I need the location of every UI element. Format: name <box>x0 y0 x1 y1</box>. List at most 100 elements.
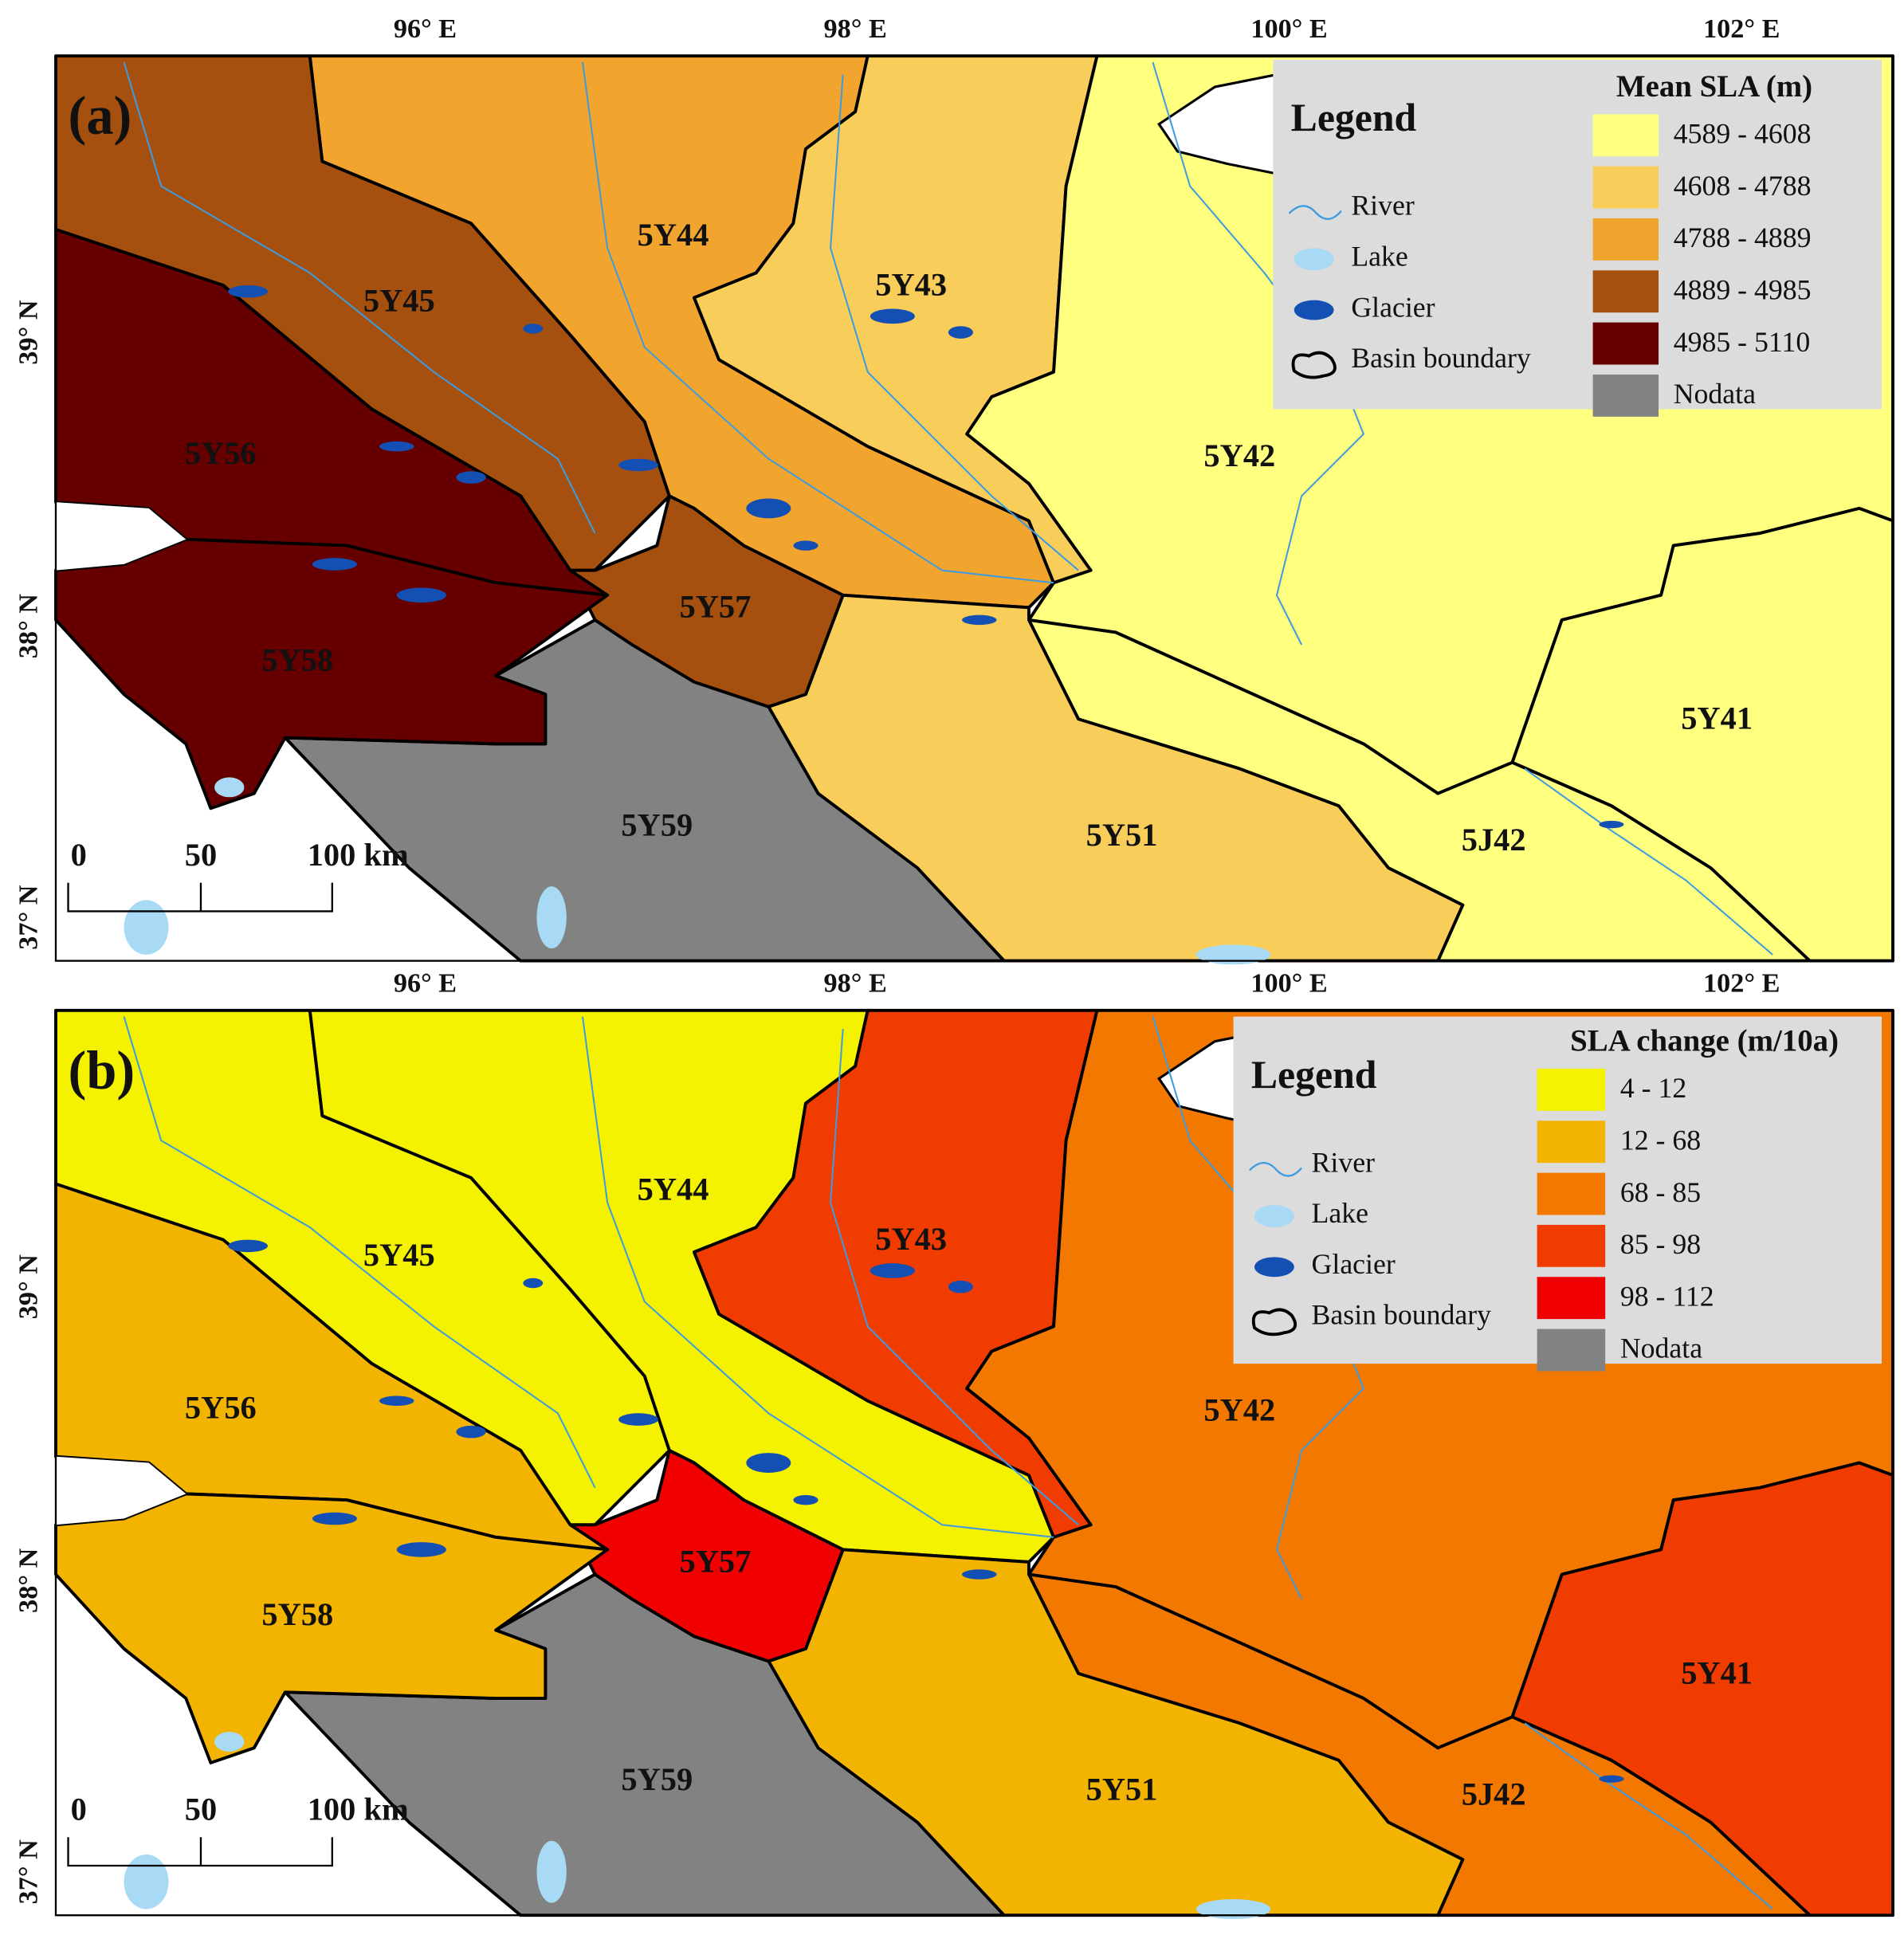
class-label: 68 - 85 <box>1620 1176 1701 1208</box>
basin-label: 5Y41 <box>1681 701 1753 736</box>
class-swatch <box>1592 270 1659 313</box>
latitude-label: 38° N <box>14 1548 44 1612</box>
latitude-label: 37° N <box>14 1839 44 1904</box>
lake <box>55 1456 186 1525</box>
legend-lake-symbol <box>1294 248 1334 271</box>
legend-box <box>1273 59 1882 410</box>
legend-item: River <box>1312 1146 1376 1178</box>
lake <box>214 1732 245 1752</box>
class-label: 4589 - 4608 <box>1674 118 1812 150</box>
legend-item: Lake <box>1312 1197 1368 1229</box>
glacier <box>746 498 791 519</box>
class-label: 85 - 98 <box>1620 1228 1701 1260</box>
glacier <box>228 1239 268 1253</box>
glacier <box>870 308 915 324</box>
panel-frame <box>54 1009 1894 1917</box>
glacier <box>870 1263 915 1278</box>
lake <box>55 502 186 571</box>
legend-river-symbol <box>1248 1161 1303 1177</box>
glacier <box>312 1512 357 1525</box>
panel-frame <box>54 55 1894 962</box>
basin-label: 5Y44 <box>638 1172 709 1207</box>
class-swatch <box>1537 1068 1606 1111</box>
glacier <box>396 587 446 603</box>
class-label: 4788 - 4889 <box>1674 222 1812 253</box>
scale-bar-label: 0 <box>71 1791 87 1827</box>
lake <box>214 777 245 798</box>
class-swatch <box>1537 1121 1606 1164</box>
basin-label: 5Y43 <box>875 266 947 302</box>
class-swatch <box>1592 114 1659 157</box>
river <box>582 61 1054 584</box>
legend-glacier-symbol <box>1294 300 1334 320</box>
class-label: 4985 - 5110 <box>1674 326 1811 358</box>
class-label: 12 - 68 <box>1620 1124 1701 1156</box>
glacier <box>793 540 819 551</box>
class-swatch <box>1592 374 1659 417</box>
longitude-label: 102° E <box>1703 968 1780 998</box>
map-panel: 5Y45 5Y44 5Y43 5Y42 5Y41 5J42 5Y51 5Y59 5Y57 5Y56… <box>14 968 1894 1919</box>
glacier <box>948 1280 973 1293</box>
class-swatch <box>1592 166 1659 209</box>
basin-label: 5Y57 <box>680 589 752 625</box>
latitude-label: 39° N <box>14 1254 44 1319</box>
glacier <box>456 471 486 484</box>
basin <box>568 494 845 708</box>
lake <box>124 1855 169 1910</box>
legend-boundary-symbol <box>1291 351 1337 379</box>
legend-glacier-symbol <box>1254 1257 1294 1278</box>
basin <box>54 1492 610 1764</box>
class-label: 98 - 112 <box>1620 1280 1714 1312</box>
lake <box>536 1840 567 1903</box>
scale-bar-label: 0 <box>71 837 87 873</box>
basin-label: 5Y51 <box>1086 817 1158 853</box>
basin-label: 5Y45 <box>363 1237 435 1273</box>
river <box>123 61 596 534</box>
class-label: 4608 - 4788 <box>1674 170 1812 202</box>
basin-label: 5Y56 <box>185 1389 257 1425</box>
glacier <box>618 458 658 472</box>
class-label: Nodata <box>1674 378 1756 410</box>
legend-title: Legend <box>1251 1053 1377 1097</box>
lake <box>1195 944 1271 965</box>
glacier <box>228 285 268 298</box>
glacier <box>961 614 997 626</box>
longitude-label: 98° E <box>824 968 887 998</box>
class-label: Nodata <box>1620 1333 1702 1364</box>
class-swatch <box>1537 1329 1606 1372</box>
scale-bar-label: 50 <box>185 1791 217 1827</box>
latitude-label: 38° N <box>14 594 44 658</box>
lake <box>124 900 169 955</box>
basin-label: 5Y58 <box>261 1596 333 1632</box>
glacier <box>523 1278 544 1289</box>
basin-label: 5Y42 <box>1203 1392 1275 1428</box>
class-label: 4889 - 4985 <box>1674 273 1812 305</box>
glacier <box>1599 1775 1624 1783</box>
glacier <box>618 1413 658 1426</box>
river <box>1524 767 1773 956</box>
glacier <box>456 1425 486 1439</box>
glacier <box>793 1494 819 1505</box>
class-legend-title: SLA change (m/10a) <box>1570 1024 1839 1058</box>
longitude-label: 102° E <box>1703 14 1780 44</box>
legend-item: Glacier <box>1351 291 1435 323</box>
legend-lake-symbol <box>1254 1205 1294 1228</box>
glacier <box>312 558 357 571</box>
river <box>123 1016 596 1489</box>
glacier <box>948 326 973 339</box>
basin-label: 5J42 <box>1462 822 1526 858</box>
legend-item: River <box>1351 190 1415 222</box>
basin-label: 5Y43 <box>875 1221 947 1257</box>
class-label: 4 - 12 <box>1620 1072 1686 1104</box>
glacier <box>1599 820 1624 829</box>
glacier <box>379 1395 414 1406</box>
longitude-label: 96° E <box>394 968 457 998</box>
river <box>1524 1722 1773 1910</box>
basin-label: 5Y56 <box>185 435 257 471</box>
panel-label: (b) <box>69 1040 135 1101</box>
glacier <box>961 1569 997 1580</box>
longitude-label: 98° E <box>824 14 887 44</box>
scale-bar-label: 100 km <box>308 1791 409 1827</box>
legend-item: Basin boundary <box>1312 1299 1492 1331</box>
latitude-label: 39° N <box>14 300 44 364</box>
